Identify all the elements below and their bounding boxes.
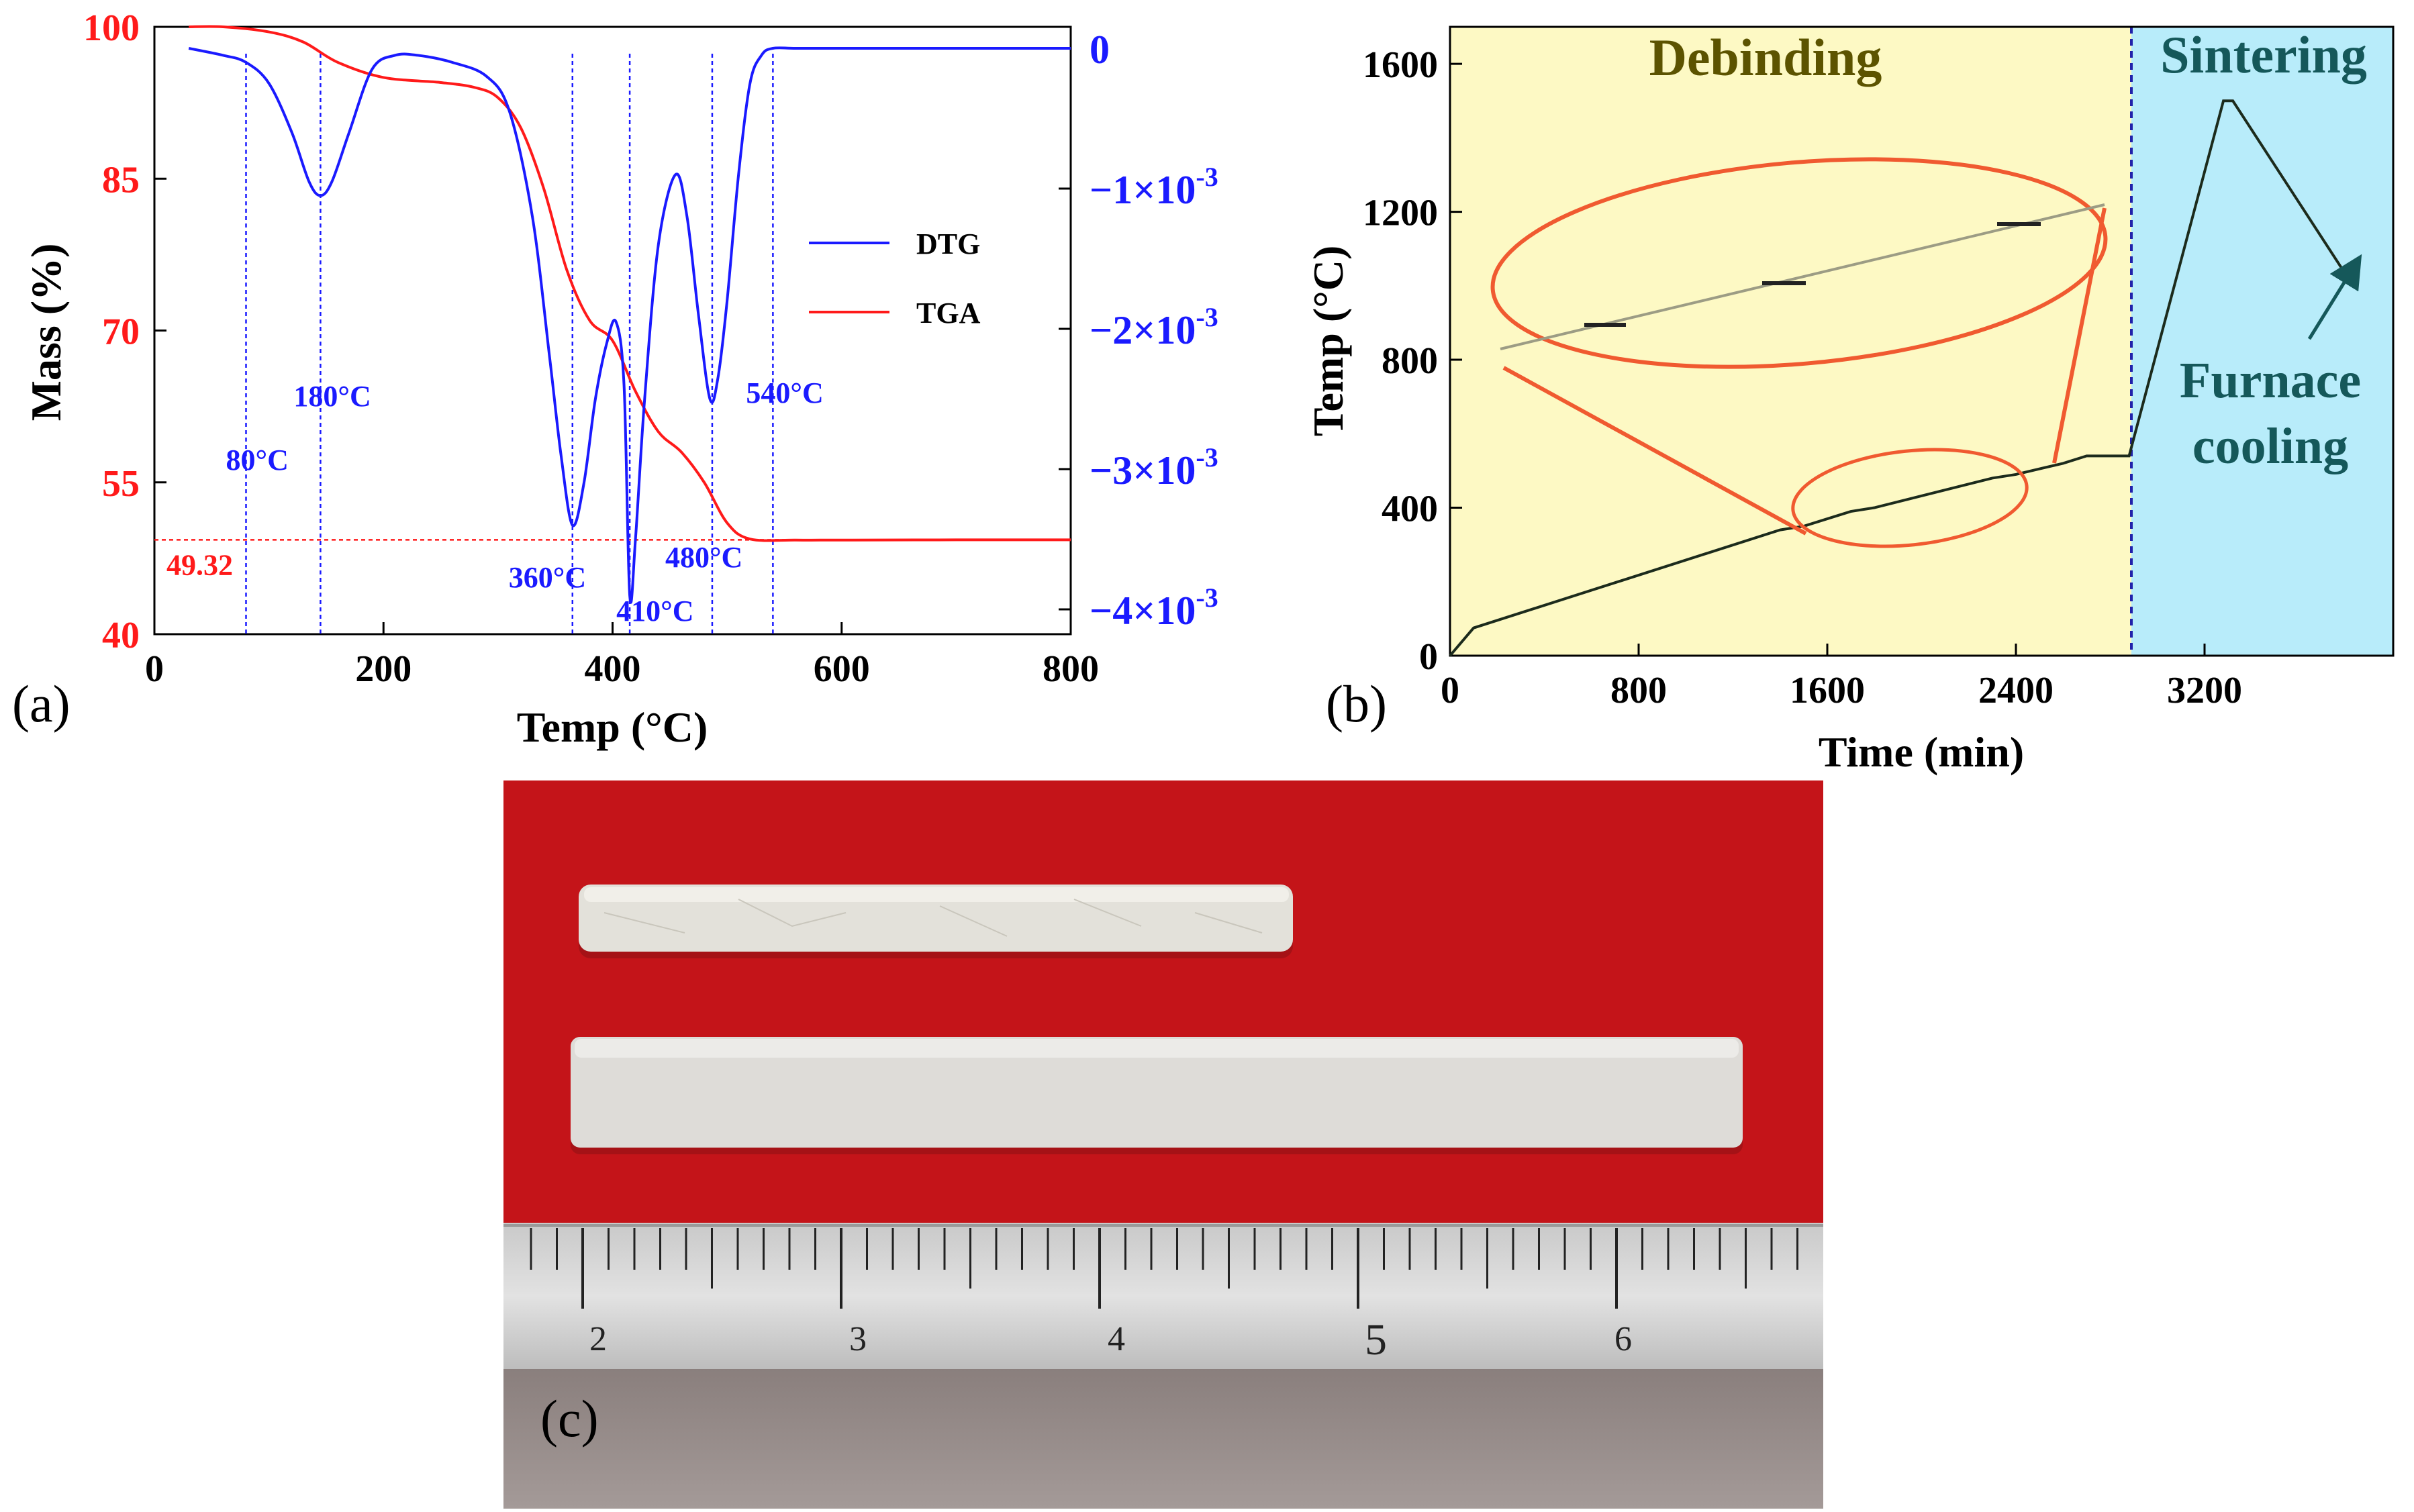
chart-b-ytick-label: 0 <box>1419 636 1438 678</box>
chart-a-ylabel: Mass (%) <box>22 244 70 421</box>
chart-b-xtick-label: 1600 <box>1790 670 1865 711</box>
region-debinding <box>1450 27 2131 656</box>
marker-label: 410°C <box>616 595 693 627</box>
chart-a-xtick-label: 200 <box>355 648 412 690</box>
chart-a-y2tick-label: −2×10-3 <box>1090 302 1218 352</box>
sample-photo: 2 3 4 5 6 <box>503 780 1823 1509</box>
ruler-number-5: 5 <box>1365 1315 1387 1364</box>
chart-b-plot-frame <box>1449 26 2395 657</box>
chart-a-xlabel: Temp (°C) <box>517 703 708 751</box>
legend-dtg-label: DTG <box>916 228 980 260</box>
zoom-connector-right <box>2052 207 2107 464</box>
chart-b-xlabel: Time (min) <box>1819 728 2024 776</box>
panel-label-b: (b) <box>1326 674 1387 733</box>
chart-b-xtick-label: 3200 <box>2167 670 2242 711</box>
chart-a-ticks: 0 200 400 600 800 40 55 70 85 100 0 −1×10-3 −2×10-3 −… <box>83 7 1218 690</box>
chart-a-ytick-label: 85 <box>102 159 140 201</box>
chart-b-ytick-label: 1200 <box>1363 193 1438 234</box>
chart-a-ytick-label: 70 <box>102 311 140 353</box>
tga-line <box>189 25 1071 542</box>
chart-a-ytick-label: 40 <box>102 615 140 656</box>
panel-label-c: (c) <box>540 1389 599 1448</box>
chart-b-ytick-label: 400 <box>1382 489 1438 530</box>
ruler-ticks <box>530 1228 1798 1309</box>
chart-b-ytick-label: 1600 <box>1363 44 1438 86</box>
chart-a-xtick-label: 0 <box>145 648 164 690</box>
chart-a-y2tick-label: −4×10-3 <box>1090 583 1218 633</box>
region-debinding-label: Debinding <box>1649 28 1882 87</box>
chart-a-xtick-label: 400 <box>585 648 641 690</box>
chart-a-ytick-label: 55 <box>102 463 140 505</box>
chart-b-ylabel: Temp (°C) <box>1304 246 1352 437</box>
chart-a-y2tick-label: −3×10-3 <box>1090 442 1218 493</box>
sintered-bar <box>571 1037 1743 1148</box>
chart-a-xtick-label: 600 <box>814 648 870 690</box>
marker-label: 540°C <box>746 376 823 409</box>
chart-b-xtick-label: 0 <box>1441 670 1459 711</box>
chart-b-xtick-label: 800 <box>1610 670 1667 711</box>
panel-label-a: (a) <box>12 674 70 733</box>
region-sintering-label: Sintering <box>2160 26 2367 84</box>
chart-b: 0 800 1600 2400 3200 0 400 800 1200 1600 Debindin… <box>1304 26 2395 776</box>
temperature-line <box>1449 99 2354 657</box>
region-sintering <box>2131 27 2393 656</box>
marker-label: 480°C <box>665 541 742 574</box>
chart-a-y2tick-label: 0 <box>1090 28 1110 72</box>
ruler <box>503 1223 1823 1369</box>
chart-a-y2tick-label: −1×10-3 <box>1090 162 1218 212</box>
green-bar-cracks <box>604 899 1263 937</box>
furnace-cooling-label-1: Furnace <box>2180 352 2361 409</box>
ruler-number-2: 2 <box>589 1320 607 1358</box>
photo-table-surface <box>503 1369 1823 1509</box>
ruler-number-6: 6 <box>1614 1320 1632 1358</box>
dtg-line <box>188 46 1071 604</box>
sintered-bar-top <box>575 1039 1739 1058</box>
green-bar-top <box>584 887 1289 902</box>
furnace-cooling-arrow <box>2307 254 2362 340</box>
chart-b-xtick-label: 2400 <box>1978 670 2054 711</box>
zoom-connector-left <box>1502 366 1807 536</box>
legend-tga-label: TGA <box>916 297 981 330</box>
marker-label: 360°C <box>509 561 586 594</box>
ruler-number-3: 3 <box>849 1320 867 1358</box>
zoom-source-ellipse <box>1791 448 2029 548</box>
chart-a-plot-frame <box>153 26 1072 636</box>
chart-b-ytick-label: 800 <box>1382 340 1438 382</box>
furnace-cooling-label-2: cooling <box>2192 418 2348 474</box>
marker-label: 180°C <box>293 380 371 413</box>
ruler-number-4: 4 <box>1108 1320 1125 1358</box>
marker-label: 80°C <box>226 444 289 476</box>
chart-b-ticks: 0 800 1600 2400 3200 0 400 800 1200 1600 <box>1363 44 2242 711</box>
chart-a-xtick-label: 800 <box>1043 648 1099 690</box>
chart-a-ytick-label: 100 <box>83 7 140 49</box>
residual-mass-label: 49.32 <box>166 548 233 581</box>
zoom-view-ellipse <box>1490 157 2108 369</box>
chart-a: 0 200 400 600 800 40 55 70 85 100 0 −1×10-3 −2×10-3 −… <box>22 7 1218 751</box>
